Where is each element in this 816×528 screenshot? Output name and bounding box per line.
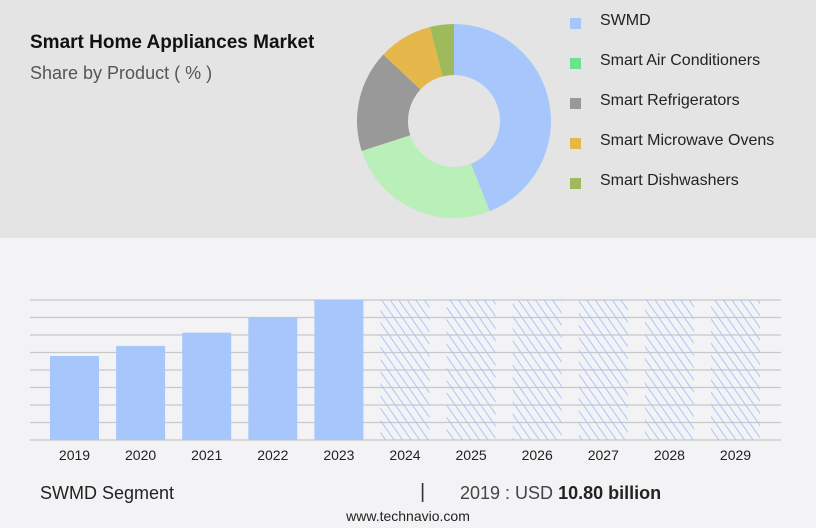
forecast-bar-2028 bbox=[644, 300, 694, 440]
chart-title: Smart Home Appliances Market bbox=[30, 32, 315, 53]
x-tick-label: 2028 bbox=[654, 447, 685, 463]
bar-2019 bbox=[50, 356, 99, 440]
legend-swatch bbox=[570, 18, 581, 29]
x-tick-label: 2025 bbox=[456, 447, 487, 463]
forecast-bar-2026 bbox=[512, 300, 562, 440]
segment-label: SWMD Segment bbox=[40, 483, 175, 503]
bar-2022 bbox=[248, 317, 298, 440]
legend-label: Smart Microwave Ovens bbox=[600, 132, 775, 149]
x-tick-label: 2022 bbox=[257, 447, 288, 463]
legend-label: Smart Refrigerators bbox=[600, 92, 740, 109]
slice-smart-refrigerators bbox=[357, 54, 421, 151]
legend-label: Smart Air Conditioners bbox=[600, 52, 761, 69]
x-tick-label: 2021 bbox=[191, 447, 222, 463]
forecast-bar-2024 bbox=[380, 300, 430, 440]
legend-label: Smart Dishwashers bbox=[600, 172, 739, 189]
x-tick-label: 2024 bbox=[389, 447, 420, 463]
x-tick-label: 2027 bbox=[588, 447, 619, 463]
x-tick-label: 2019 bbox=[59, 447, 90, 463]
bar-2023 bbox=[314, 300, 364, 440]
source-url[interactable]: www.technavio.com bbox=[346, 508, 470, 524]
donut-chart bbox=[357, 24, 551, 218]
value-prefix: 2019 : USD bbox=[460, 483, 559, 503]
forecast-bar-2029 bbox=[711, 300, 760, 440]
bar-chart: 2019 2020 2021 2022 2023 2024 2025 2026 2027 2028… bbox=[30, 299, 781, 463]
separator: | bbox=[420, 481, 426, 503]
slice-smart-microwave-ovens bbox=[383, 27, 443, 90]
legend-swatch bbox=[570, 98, 581, 109]
x-tick-label: 2023 bbox=[323, 447, 354, 463]
x-tick-label: 2029 bbox=[720, 447, 751, 463]
bar-2021 bbox=[182, 332, 232, 440]
legend-swatch bbox=[570, 178, 581, 189]
forecast-bar-2027 bbox=[578, 300, 628, 440]
slice-smart-dishwashers bbox=[429, 24, 454, 77]
legend-swatch bbox=[570, 138, 581, 149]
value-amount: 10.80 billion bbox=[558, 483, 662, 503]
x-tick-label: 2026 bbox=[522, 447, 553, 463]
legend-label: SWMD bbox=[600, 12, 651, 29]
legend-swatch bbox=[570, 58, 581, 69]
forecast-bar-2025 bbox=[446, 300, 496, 440]
slice-smart-air-conditioners bbox=[361, 135, 490, 218]
segment-value: 2019 : USD 10.80 billion bbox=[460, 483, 661, 504]
slice-swmd bbox=[454, 24, 551, 212]
chart-subtitle: Share by Product ( % ) bbox=[30, 63, 213, 83]
bar-2020 bbox=[116, 345, 166, 440]
x-tick-label: 2020 bbox=[125, 447, 156, 463]
